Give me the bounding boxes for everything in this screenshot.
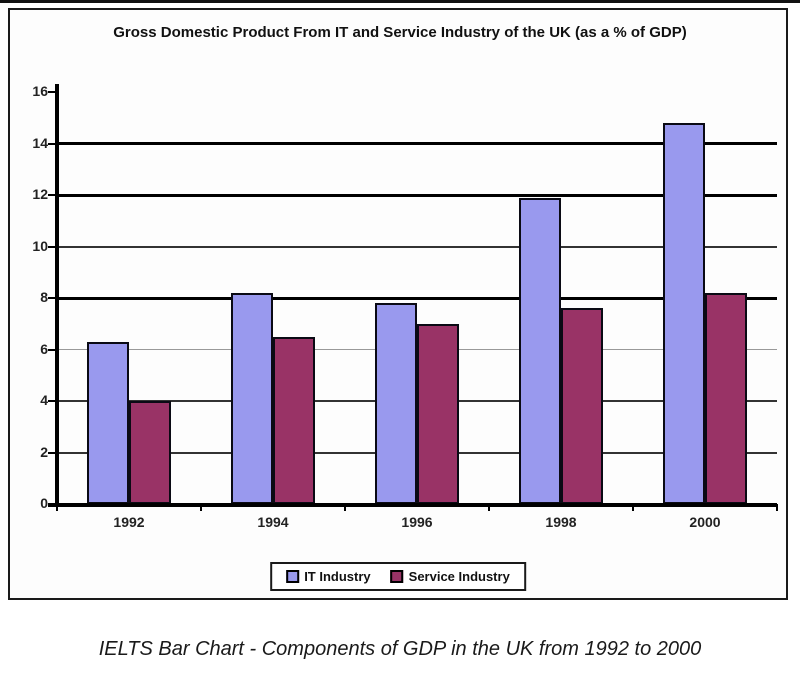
x-axis-tick — [776, 504, 778, 511]
y-tick-label: 6 — [40, 340, 48, 357]
gridline — [57, 142, 777, 145]
bar-service-industry-2000 — [705, 292, 747, 504]
x-axis-line — [48, 503, 777, 507]
x-axis-tick — [632, 504, 634, 511]
y-axis-tick — [48, 451, 57, 454]
bar-it-industry-2000 — [663, 122, 705, 504]
legend-label: Service Industry — [408, 569, 510, 584]
y-axis-tick — [48, 297, 57, 299]
legend-entry-service-industry: Service Industry — [390, 569, 510, 584]
bar-it-industry-1998 — [519, 197, 561, 504]
bar-service-industry-1996 — [417, 323, 459, 504]
bar-it-industry-1996 — [375, 303, 417, 504]
y-axis-tick — [48, 245, 57, 248]
x-tick-label: 1994 — [257, 514, 289, 530]
gridline — [57, 296, 777, 300]
gridline — [57, 193, 777, 197]
y-axis-tick — [48, 91, 57, 93]
bar-it-industry-1994 — [231, 292, 273, 504]
bar-it-industry-1992 — [87, 341, 129, 504]
x-tick-label: 1996 — [401, 514, 433, 530]
y-tick-label: 8 — [40, 289, 48, 305]
legend-label: IT Industry — [304, 569, 371, 584]
x-axis-tick — [344, 504, 346, 511]
y-tick-label: 10 — [32, 237, 48, 254]
x-tick-label: 1998 — [545, 514, 577, 530]
y-axis-tick — [48, 194, 57, 196]
legend-entry-it-industry: IT Industry — [286, 569, 371, 584]
chart-title: Gross Domestic Product From IT and Servi… — [113, 24, 687, 41]
x-tick-label: 1992 — [113, 514, 145, 530]
legend-marker-service-industry — [390, 570, 404, 583]
y-axis-tick — [48, 348, 57, 351]
legend-marker-it-industry — [286, 570, 300, 583]
caption: IELTS Bar Chart - Components of GDP in t… — [98, 638, 702, 660]
y-axis-tick — [48, 142, 57, 145]
y-tick-label: 2 — [40, 443, 48, 460]
gridline — [57, 245, 777, 248]
x-tick-label: 2000 — [689, 514, 721, 530]
plot-area: 0 2 4 6 8 10 12 14 16 1992 1994 1996 1998 2000 — [10, 10, 790, 602]
y-tick-label: 14 — [32, 134, 48, 151]
legend: IT Industry Service Industry — [270, 562, 526, 591]
top-divider — [0, 0, 800, 3]
bar-service-industry-1994 — [273, 336, 315, 504]
x-axis-tick — [56, 504, 58, 511]
x-axis-tick — [488, 504, 490, 511]
y-axis-line — [55, 84, 59, 506]
bar-service-industry-1992 — [129, 401, 171, 504]
y-tick-label: 4 — [40, 392, 48, 408]
bar-service-industry-1998 — [561, 308, 603, 504]
y-tick-label: 12 — [32, 186, 48, 202]
y-axis-tick — [48, 400, 57, 402]
y-tick-label: 16 — [32, 83, 48, 99]
chart-frame: Gross Domestic Product From IT and Servi… — [8, 8, 788, 600]
y-tick-label: 0 — [40, 495, 48, 511]
x-axis-tick — [200, 504, 202, 511]
